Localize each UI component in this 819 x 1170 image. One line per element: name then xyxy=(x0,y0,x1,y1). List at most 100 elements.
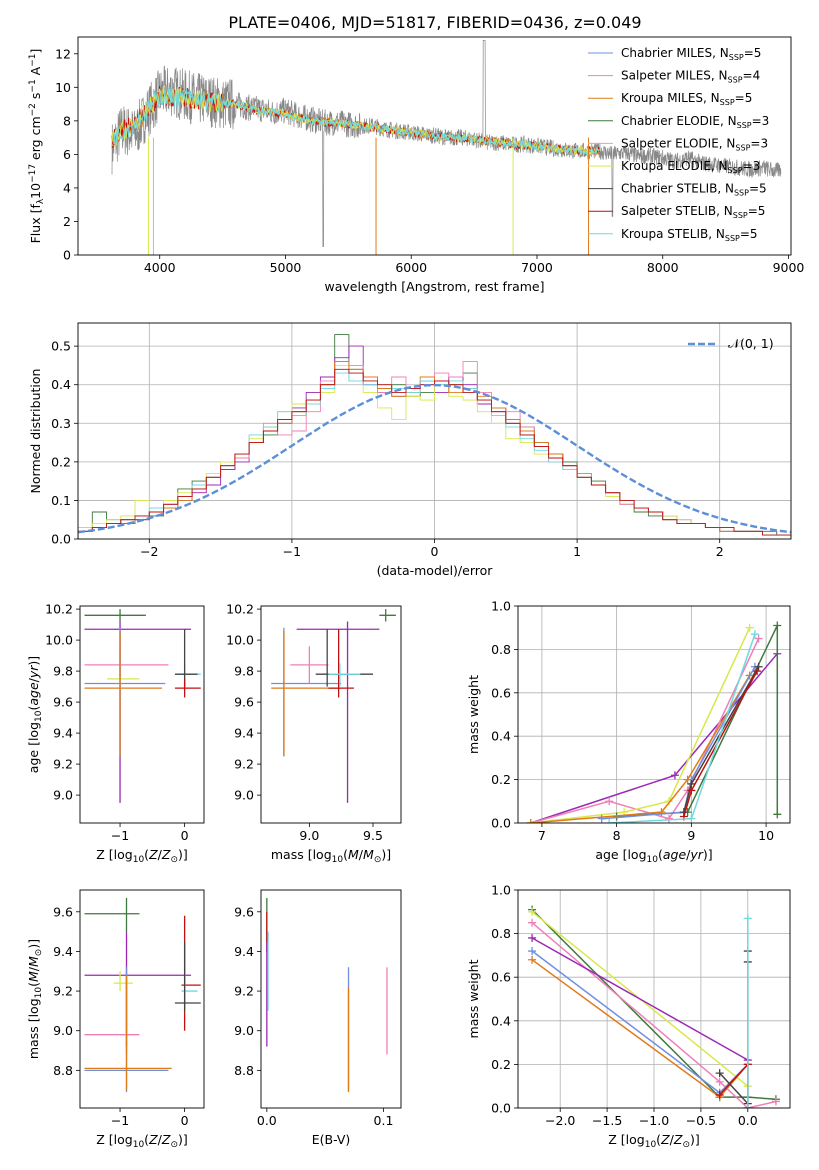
panel-2: −1 09.09.29.49.69.810.010.2Z [log10(Z/Z⊙)… xyxy=(26,602,205,865)
label-part: =3 xyxy=(752,114,770,128)
panel-6: 0.0 0.1 8.8 9.0 9.2 9.4 9.6 E(B-V) xyxy=(234,889,402,1147)
plot-area xyxy=(518,606,790,823)
weight-marker xyxy=(664,814,673,823)
x-tick-label: −1 xyxy=(111,1113,129,1128)
x-axis-label: E(B-V) xyxy=(312,1132,351,1147)
y-tick-label: 9.0 xyxy=(234,1023,254,1038)
y-tick-label: 9.6 xyxy=(234,695,254,710)
label-part: mass [log xyxy=(26,998,41,1059)
weight-marker xyxy=(753,667,762,676)
x-tick-label: 7000 xyxy=(521,260,553,275)
panel-5: −1 08.89.09.29.49.6Z [log10(Z/Z⊙)]mass [l… xyxy=(26,889,205,1150)
x-tick-label: 0 xyxy=(181,828,189,843)
label-part: / xyxy=(158,1132,163,1147)
x-tick-label: 7 xyxy=(538,828,546,843)
axes-frame xyxy=(260,889,402,1109)
label-part: Salpeter MILES, N xyxy=(621,69,728,83)
x-tick-label: −1.5 xyxy=(592,1113,622,1128)
label-part: A xyxy=(28,66,43,79)
y-tick-label: 9.0 xyxy=(53,788,73,803)
x-tick-label: −2 xyxy=(140,544,158,559)
label-part: yr xyxy=(26,665,41,679)
weight-line xyxy=(531,959,749,1099)
axes-frame xyxy=(260,605,402,824)
label-part: erg cm xyxy=(28,116,43,164)
label-part: −1 xyxy=(28,79,38,92)
axes-frame xyxy=(77,36,792,256)
label-part: M xyxy=(26,971,41,982)
label-part: Kroupa MILES, N xyxy=(621,91,720,105)
x-tick-label: 9.5 xyxy=(363,828,383,843)
weight-line xyxy=(616,625,779,818)
y-tick-label: 9.8 xyxy=(53,664,73,679)
label-part: ( xyxy=(26,706,41,711)
label-part: Z [log xyxy=(608,1132,644,1147)
y-tick-label: 9.6 xyxy=(234,904,254,919)
y-tick-label: 0.8 xyxy=(491,642,511,657)
y-tick-label: 4 xyxy=(63,180,71,195)
y-tick-label: 9.2 xyxy=(53,984,73,999)
y-tick-label: 0.2 xyxy=(491,1057,511,1072)
y-axis-label: mass weight xyxy=(466,675,481,754)
weight-marker xyxy=(605,797,614,806)
weight-marker xyxy=(743,914,752,923)
x-axis-label: Z [log10(Z/Z⊙)] xyxy=(96,1132,188,1150)
legend: 𝒩(0, 1) xyxy=(688,336,774,351)
label-part: Chabrier ELODIE, N xyxy=(621,114,737,128)
label-part: 10 xyxy=(332,855,344,865)
label-part: / xyxy=(670,1132,675,1147)
x-axis-label: (data-model)/error xyxy=(377,563,494,578)
y-tick-label: 2 xyxy=(63,214,71,229)
weight-line xyxy=(531,922,777,1108)
y-tick-label: 9.6 xyxy=(53,695,73,710)
x-tick-label: 0 xyxy=(181,1113,189,1128)
label-part: Chabrier MILES, N xyxy=(621,46,729,60)
axes: 0.0 0.1 8.8 9.0 9.2 9.4 9.6 E(B-V) xyxy=(234,904,393,1147)
weight-line xyxy=(531,950,749,1094)
x-axis-label: Z [log10(Z/Z⊙)] xyxy=(96,847,188,865)
label-part: SSP xyxy=(729,53,744,62)
y-tick-label: 0.1 xyxy=(51,493,71,508)
label-part: ( xyxy=(144,847,149,862)
axes-frame xyxy=(79,605,205,824)
y-tick-label: 9.2 xyxy=(234,757,254,772)
y-axis-label: mass [log10(M/M⊙)] xyxy=(26,939,44,1059)
label-part: 10 xyxy=(34,987,44,999)
y-tick-label: 10.0 xyxy=(45,633,73,648)
weight-marker xyxy=(528,947,537,956)
x-tick-label: −0.5 xyxy=(686,1113,716,1128)
label-part: )] xyxy=(178,847,188,862)
x-axis-label: Z [log10(Z/Z⊙)] xyxy=(608,1132,700,1150)
y-tick-label: 9.0 xyxy=(234,788,254,803)
y-tick-label: 8.8 xyxy=(234,1063,254,1078)
y-tick-label: 8 xyxy=(63,113,71,128)
label-part: Kroupa ELODIE, N xyxy=(621,159,728,173)
label-part: / xyxy=(359,847,364,862)
label-part: ⊙ xyxy=(34,949,44,957)
label-part: =5 xyxy=(740,227,758,241)
weight-marker xyxy=(526,819,535,823)
weight-line xyxy=(601,666,756,820)
y-tick-label: 10.0 xyxy=(226,633,254,648)
label-part: SSP xyxy=(720,98,735,107)
plot-area xyxy=(84,609,201,803)
label-part: / xyxy=(158,847,163,862)
weight-marker xyxy=(687,814,696,823)
axes: 9.0 9.5 9.0 9.2 9.4 9.6 9.8 10.0 10.2 mass [log10… xyxy=(226,602,391,865)
y-tick-label: 10 xyxy=(55,80,71,95)
weight-marker xyxy=(715,1077,724,1086)
label-part: Z xyxy=(148,1132,158,1147)
weight-marker xyxy=(745,623,754,632)
figure-title: PLATE=0406, MJD=51817, FIBERID=0436, z=0… xyxy=(228,13,641,32)
label-part: ⊙ xyxy=(170,1140,178,1150)
x-tick-label: 0.0 xyxy=(738,1113,758,1128)
y-tick-label: 9.4 xyxy=(234,944,254,959)
model-spectrum-line xyxy=(111,87,600,156)
y-tick-label: 0.2 xyxy=(51,454,71,469)
label-part: Z xyxy=(161,1132,171,1147)
label-part: =3 xyxy=(750,136,768,150)
x-tick-label: 0.0 xyxy=(257,1113,277,1128)
legend-label: Chabrier ELODIE, NSSP=3 xyxy=(621,114,769,130)
x-axis-label: mass [log10(M/M⊙)] xyxy=(271,847,391,865)
